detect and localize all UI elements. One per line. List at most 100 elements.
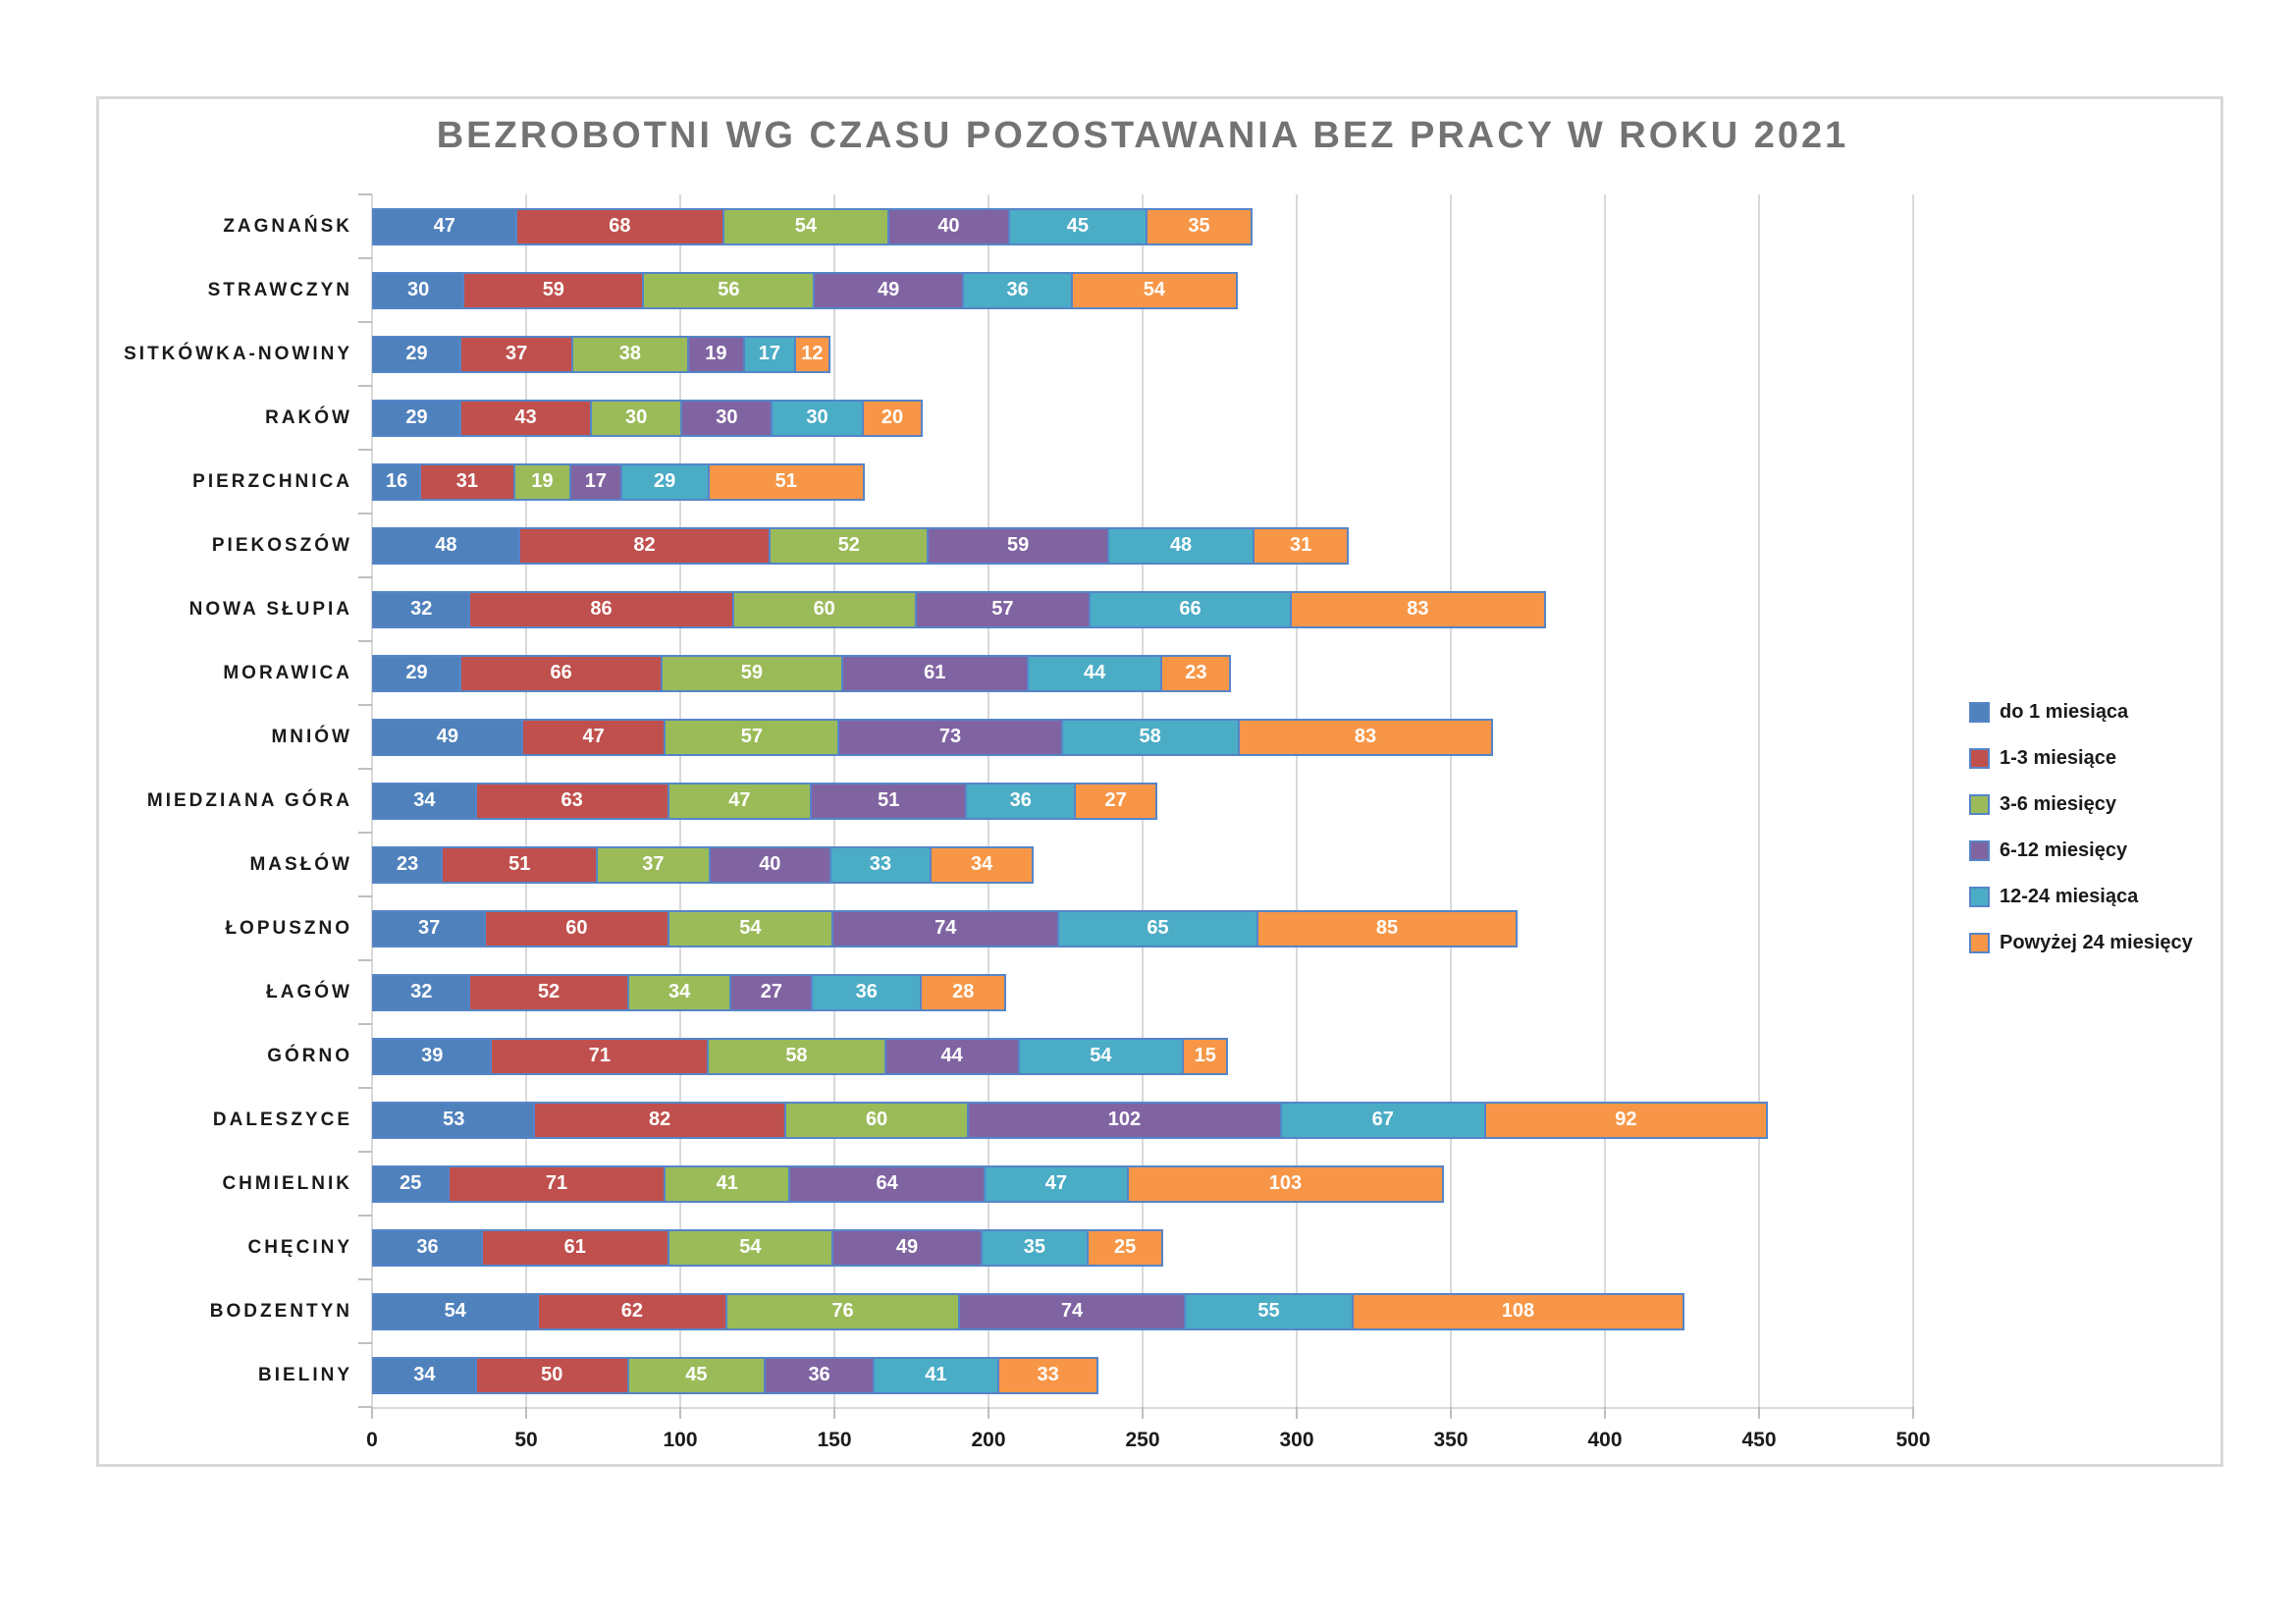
bar-segment: 74 (957, 1292, 1187, 1330)
bar-value-label: 71 (588, 1045, 612, 1066)
bar-segment: 47 (984, 1164, 1129, 1203)
bar-segment: 45 (626, 1356, 767, 1394)
bar-segment: 36 (962, 271, 1074, 309)
bar-segment: 66 (1088, 590, 1293, 628)
bar-segment: 64 (788, 1164, 987, 1203)
bar-value-label: 52 (837, 534, 860, 556)
bar-value-label: 51 (878, 789, 900, 811)
bar-row-zagna-sk: 47 68 54 40 45 35 (372, 207, 1254, 245)
bar-value-label: 34 (413, 789, 436, 811)
bar-value-label: 28 (952, 981, 975, 1002)
legend-item: 3-6 miesięcy (1969, 792, 2193, 816)
bar-value-label: 41 (716, 1172, 738, 1194)
bar-value-label: 44 (1084, 662, 1106, 683)
bar-value-label: 60 (813, 598, 835, 620)
bar-value-label: 36 (1006, 279, 1029, 300)
bar-row-bieliny: 34 50 45 36 41 33 (372, 1356, 1099, 1394)
legend-label: Powyżej 24 miesięcy (2000, 931, 2193, 953)
bar-value-label: 54 (444, 1300, 466, 1322)
bar-value-label: 36 (416, 1236, 439, 1258)
category-tick (358, 895, 372, 897)
bar-value-label: 63 (561, 789, 583, 811)
category-label: ŁOPUSZNO (225, 917, 352, 939)
bar-segment: 102 (967, 1101, 1282, 1139)
x-axis-label-400: 400 (1587, 1429, 1623, 1451)
bar-segment: 60 (783, 1101, 970, 1139)
bar-value-label: 41 (925, 1364, 947, 1385)
legend-item: 1-3 miesiące (1969, 746, 2193, 770)
bar-value-label: 40 (937, 215, 960, 237)
bar-segment: 35 (1145, 207, 1254, 245)
bar-segment: 59 (661, 654, 843, 692)
bar-value-label: 50 (541, 1364, 563, 1385)
x-axis-tick-500 (1912, 1407, 1914, 1419)
bar-segment: 60 (484, 909, 669, 947)
bar-segment: 33 (996, 1356, 1099, 1394)
bar-segment: 85 (1255, 909, 1519, 947)
bar-value-label: 83 (1354, 726, 1377, 747)
bar-value-label: 43 (514, 406, 537, 428)
category-label: MASŁÓW (249, 853, 352, 875)
bar-value-label: 57 (991, 598, 1014, 620)
bar-value-label: 54 (1090, 1045, 1112, 1066)
category-label: PIERZCHNICA (192, 470, 352, 492)
bar-segment: 25 (372, 1164, 450, 1203)
bar-value-label: 103 (1268, 1172, 1303, 1194)
category-tick (358, 832, 372, 834)
bar-value-label: 36 (855, 981, 878, 1002)
bar-value-label: 60 (865, 1109, 888, 1130)
bar-value-label: 60 (565, 917, 588, 939)
bar-value-label: 33 (869, 853, 892, 875)
category-tick (358, 768, 372, 770)
bar-value-label: 61 (924, 662, 946, 683)
category-tick (358, 321, 372, 323)
category-tick (358, 1406, 372, 1408)
legend-label: 1-3 miesiące (2000, 746, 2116, 769)
category-label: BODZENTYN (209, 1300, 352, 1322)
category-tick (358, 1023, 372, 1025)
category-tick (358, 1087, 372, 1089)
bar-value-label: 36 (1009, 789, 1032, 811)
category-label: NOWA SŁUPIA (188, 598, 352, 620)
bar-segment: 83 (1237, 718, 1494, 756)
bar-segment: 36 (811, 973, 923, 1011)
x-axis-label-450: 450 (1741, 1429, 1777, 1451)
bar-value-label: 92 (1615, 1109, 1637, 1130)
bar-segment: 32 (372, 973, 471, 1011)
x-axis-label-350: 350 (1433, 1429, 1468, 1451)
bar-segment: 73 (837, 718, 1063, 756)
bar-value-label: 55 (1257, 1300, 1280, 1322)
bar-segment: 47 (520, 718, 667, 756)
bar-value-label: 67 (1371, 1109, 1394, 1130)
category-tick (358, 257, 372, 259)
bar-value-label: 34 (970, 853, 993, 875)
plot-area: 47 68 54 40 45 35 30 59 56 49 36 54 29 37 38 19 17 12 29 43… (358, 193, 1914, 1419)
bar-segment: 20 (861, 399, 924, 437)
bar-value-label: 32 (410, 598, 433, 620)
category-label: GÓRNO (267, 1045, 352, 1066)
bar-segment: 57 (664, 718, 840, 756)
bar-segment: 16 (372, 462, 422, 501)
x-axis-label-100: 100 (663, 1429, 698, 1451)
bar-value-label: 83 (1407, 598, 1429, 620)
bar-value-label: 73 (938, 726, 962, 747)
bar-segment: 60 (731, 590, 917, 628)
bar-segment: 54 (667, 1228, 834, 1267)
bar-segment: 34 (372, 1356, 477, 1394)
bar-segment: 67 (1279, 1101, 1486, 1139)
category-tick (358, 1342, 372, 1344)
bar-segment: 29 (619, 462, 710, 501)
bar-value-label: 23 (396, 853, 419, 875)
bar-value-label: 27 (760, 981, 782, 1002)
bar-value-label: 65 (1147, 917, 1169, 939)
x-axis-tick-300 (1296, 1407, 1298, 1419)
x-axis-label-150: 150 (817, 1429, 852, 1451)
bar-segment: 30 (372, 271, 465, 309)
bar-row-mni-w: 49 47 57 73 58 83 (372, 718, 1494, 756)
bar-value-label: 53 (443, 1109, 465, 1130)
x-axis-tick-400 (1604, 1407, 1606, 1419)
category-label: CHMIELNIK (222, 1172, 352, 1194)
legend-label: 6-12 miesięcy (2000, 839, 2128, 861)
bar-value-label: 47 (433, 215, 455, 237)
bar-value-label: 59 (1006, 534, 1030, 556)
